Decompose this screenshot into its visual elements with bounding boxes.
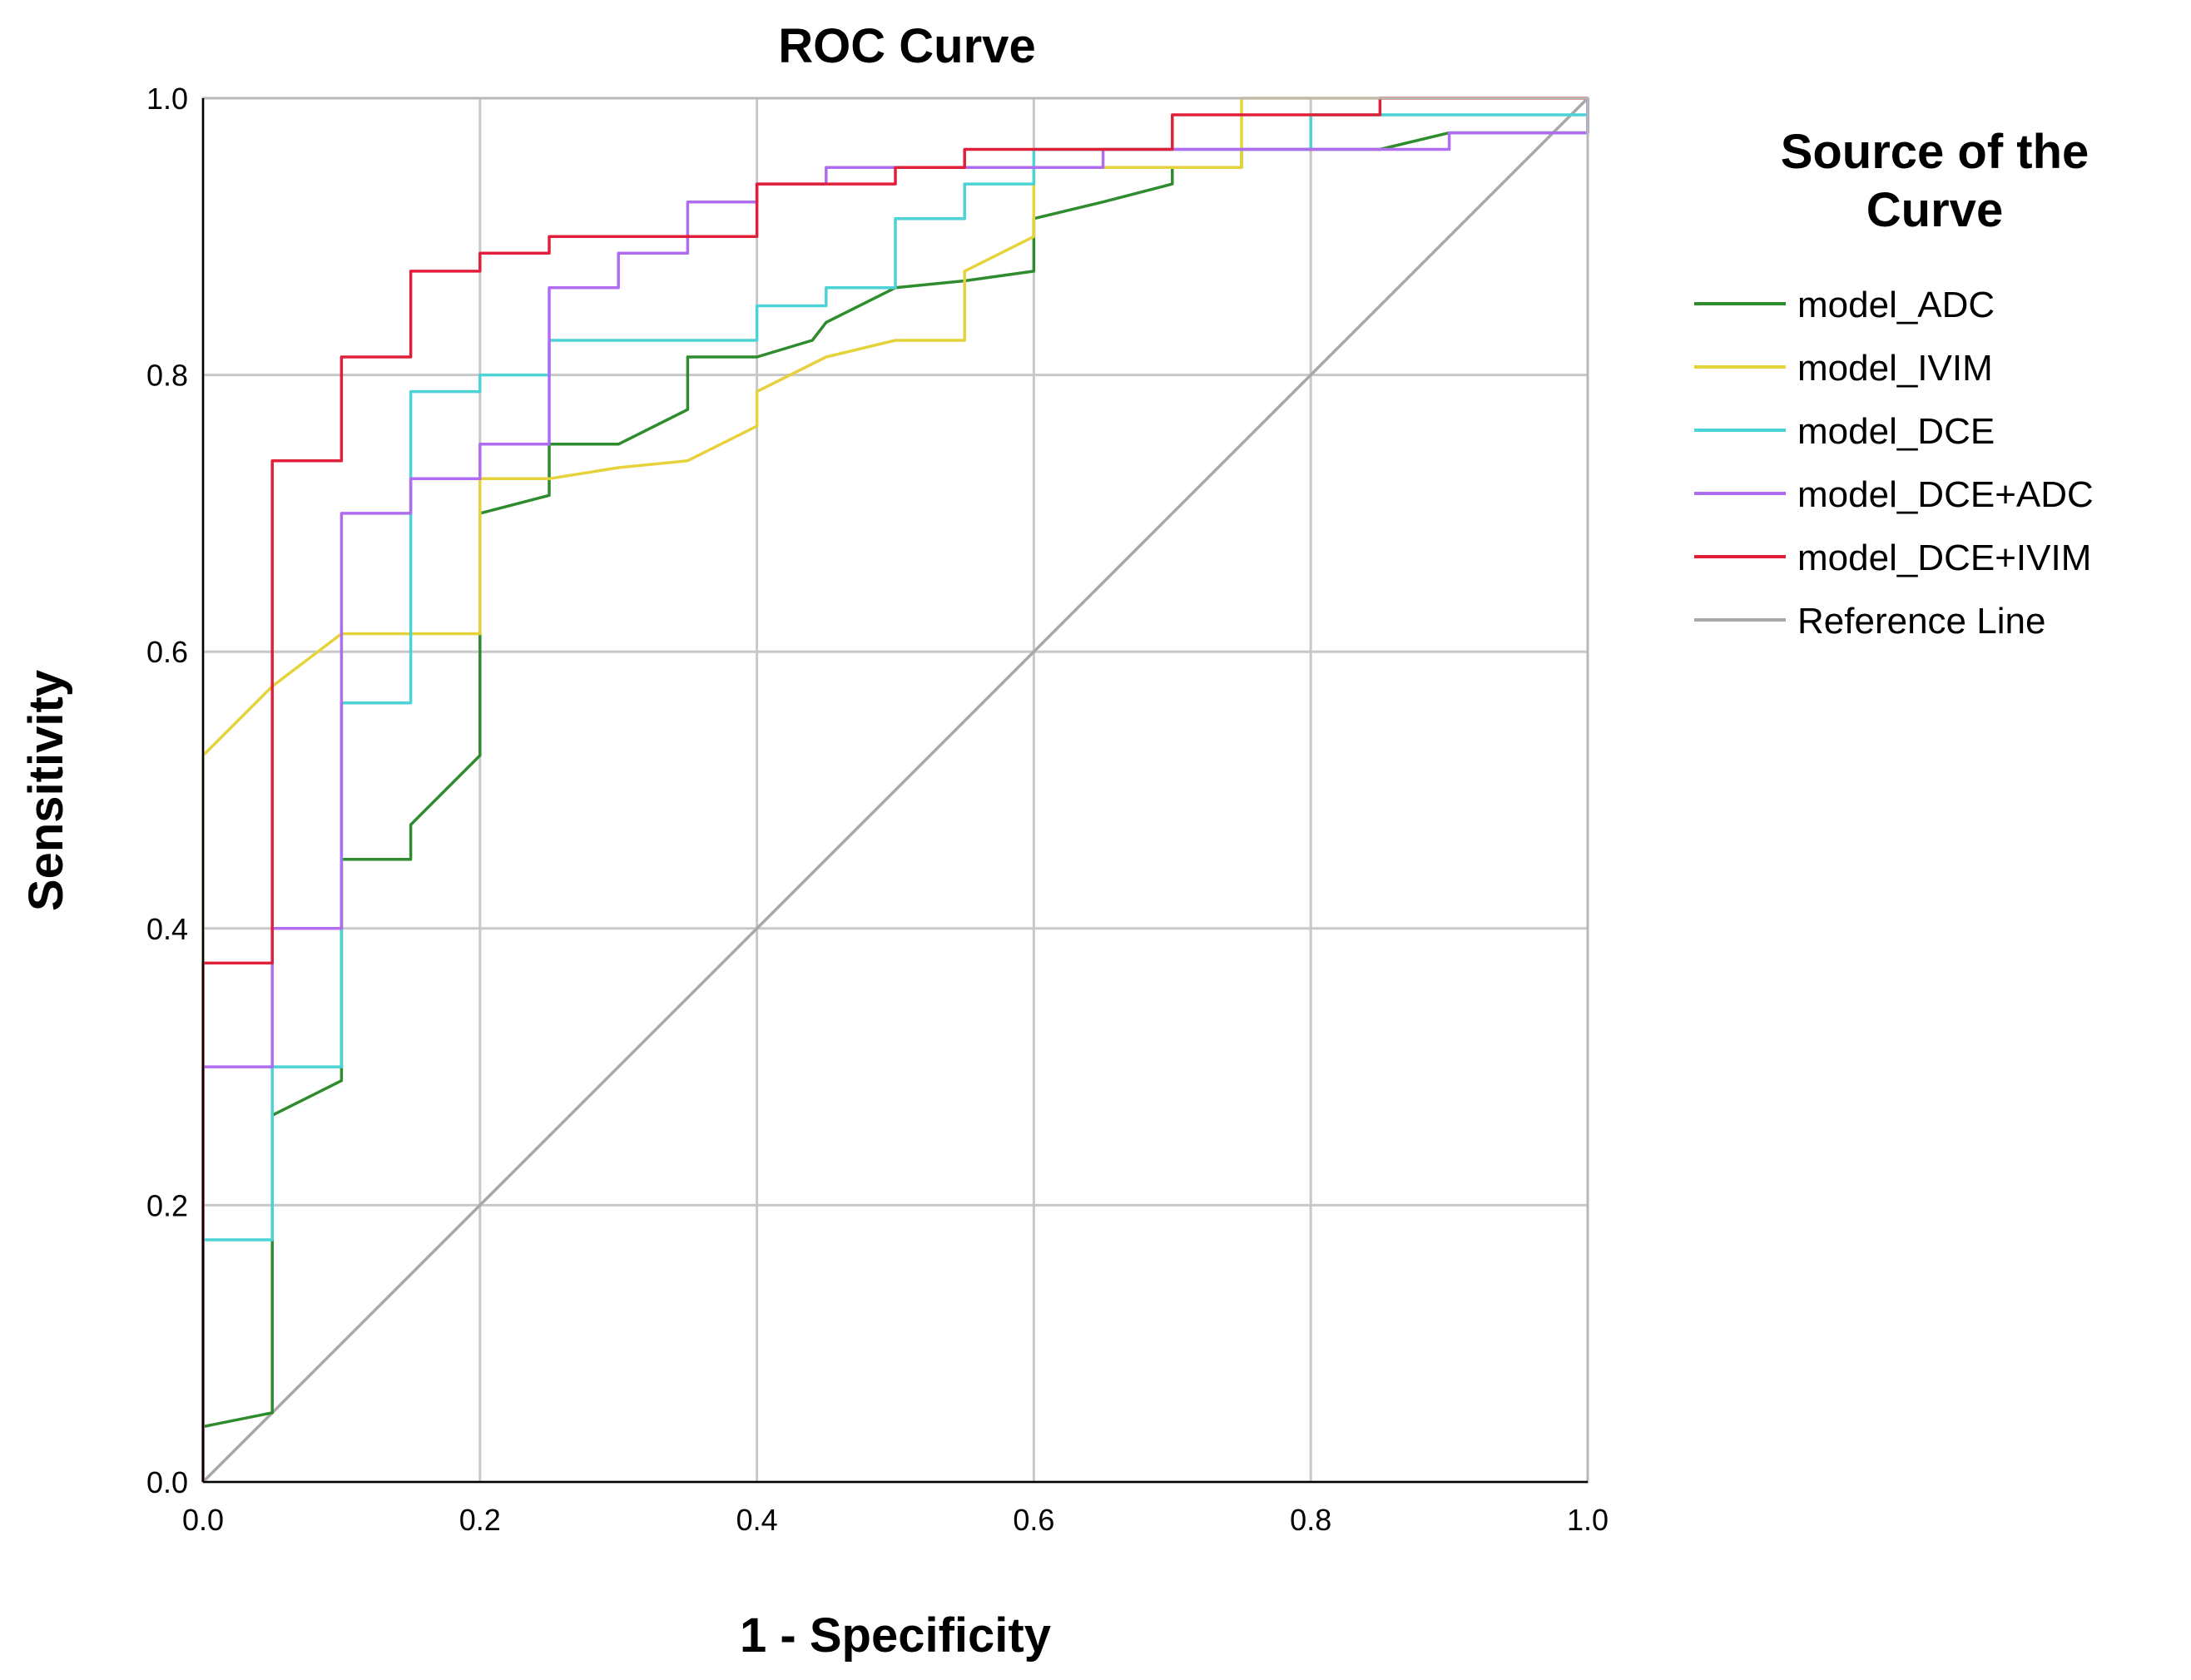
y-axis-label: Sensitivity (19, 670, 73, 911)
x-tick-labels: 0.0 0.2 0.4 0.6 0.8 1.0 (182, 1503, 1609, 1537)
legend-title-line-2: Curve (1866, 183, 2003, 237)
plot-area: 0.0 0.2 0.4 0.6 0.8 1.0 0.0 0.2 0.4 0.6 0.8 1.0 (146, 82, 1609, 1537)
y-tick-label: 0.0 (146, 1465, 188, 1499)
legend-label-model-dce-adc: model_DCE+ADC (1797, 474, 2094, 515)
legend-label-model-adc: model_ADC (1797, 285, 1995, 325)
y-tick-label: 0.2 (146, 1188, 188, 1222)
x-tick-label: 0.2 (459, 1503, 501, 1537)
x-tick-label: 0.4 (736, 1503, 778, 1537)
x-tick-label: 0.0 (182, 1503, 224, 1537)
x-tick-label: 0.8 (1290, 1503, 1331, 1537)
series-line-reference-line (201, 97, 1589, 1484)
series-layer (201, 97, 1589, 1484)
legend-label-model-dce-ivim: model_DCE+IVIM (1797, 538, 2091, 578)
y-tick-labels: 0.0 0.2 0.4 0.6 0.8 1.0 (146, 82, 188, 1499)
series-line-model-dce-ivim (201, 97, 1588, 1482)
y-tick-label: 0.6 (146, 635, 188, 669)
legend-label-model-ivim: model_IVIM (1797, 348, 1993, 389)
chart-title: ROC Curve (778, 19, 1035, 73)
legend-label-model-dce: model_DCE (1797, 411, 1995, 452)
series-line-model-dce (201, 98, 1589, 1482)
legend: Source of the Curve model_ADCmodel_IVIMm… (1694, 125, 2094, 642)
y-tick-label: 0.8 (146, 359, 188, 393)
series-line-model-dce-adc (201, 98, 1589, 1482)
plot-frame (201, 97, 1589, 1484)
legend-title-line-1: Source of the (1781, 125, 2089, 179)
x-tick-label: 0.6 (1013, 1503, 1054, 1537)
legend-label-reference-line: Reference Line (1797, 601, 2045, 642)
x-tick-label: 1.0 (1567, 1503, 1609, 1537)
y-tick-label: 1.0 (146, 82, 188, 116)
y-tick-label: 0.4 (146, 912, 188, 946)
x-axis-label: 1 - Specificity (740, 1608, 1051, 1663)
legend-items: model_ADC model_IVIM model_DCE model_DCE+AD… (1694, 285, 2094, 642)
